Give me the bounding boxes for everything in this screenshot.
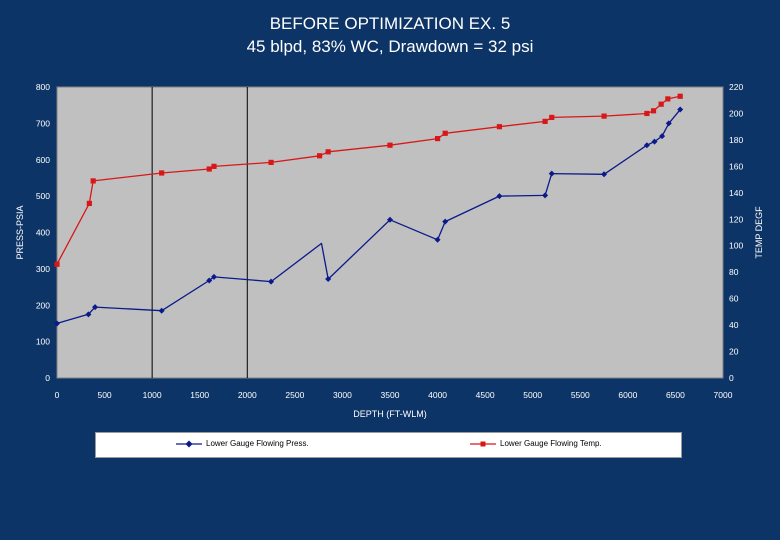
y2-tick-label: 60 <box>729 294 739 304</box>
x-tick-label: 500 <box>97 390 111 400</box>
y2-tick-label: 120 <box>729 214 743 224</box>
data-point-pressure <box>548 170 555 177</box>
data-point-temperature <box>316 153 323 159</box>
x-tick-label: 3000 <box>333 390 352 400</box>
x-tick-label: 6000 <box>618 390 637 400</box>
data-point-pressure <box>325 276 332 283</box>
data-point-temperature <box>387 142 393 148</box>
data-point-pressure <box>542 192 549 199</box>
data-point-pressure <box>268 278 275 285</box>
data-point-pressure <box>643 142 650 149</box>
chart-subtitle: 45 blpd, 83% WC, Drawdown = 32 psi <box>246 37 534 56</box>
data-point-pressure <box>206 277 213 284</box>
legend-swatch-pressure <box>176 440 202 448</box>
data-point-temperature <box>268 159 274 165</box>
y-tick-label: 0 <box>45 373 50 383</box>
x-tick-label: 0 <box>55 390 60 400</box>
y2-tick-label: 180 <box>729 135 743 145</box>
legend-label-temperature: Lower Gauge Flowing Temp. <box>500 439 602 448</box>
data-point-temperature <box>677 93 683 99</box>
y2-tick-label: 100 <box>729 241 743 251</box>
y2-tick-label: 200 <box>729 108 743 118</box>
data-point-temperature <box>90 178 96 184</box>
data-point-temperature <box>644 110 650 117</box>
data-point-pressure <box>442 218 449 225</box>
y2-tick-label: 80 <box>729 267 739 277</box>
data-point-temperature <box>54 261 60 267</box>
legend: Lower Gauge Flowing Press. Lower Gauge F… <box>95 432 682 458</box>
data-point-temperature <box>442 130 448 136</box>
data-point-temperature <box>665 96 671 102</box>
data-point-temperature <box>86 200 92 206</box>
data-point-pressure <box>85 311 92 318</box>
data-point-temperature <box>211 163 217 169</box>
y-axis-label: PRESS-PSIA <box>15 205 25 259</box>
data-point-temperature <box>159 170 165 176</box>
plot-area <box>56 86 724 379</box>
data-point-pressure <box>158 307 165 314</box>
x-tick-label: 4000 <box>428 390 447 400</box>
x-tick-label: 5000 <box>523 390 542 400</box>
y-tick-label: 400 <box>36 228 50 238</box>
data-point-temperature <box>601 113 607 119</box>
data-point-temperature <box>650 108 657 114</box>
y2-axis-label: TEMP DEGF <box>754 206 764 259</box>
x-tick-label: 7000 <box>714 390 733 400</box>
y2-tick-label: 20 <box>729 347 739 357</box>
y2-tick-label: 160 <box>729 161 743 171</box>
x-tick-label: 3500 <box>381 390 400 400</box>
data-point-pressure <box>387 216 393 223</box>
data-point-pressure <box>659 133 666 140</box>
data-point-pressure <box>601 171 608 178</box>
x-tick-label: 6500 <box>666 390 685 400</box>
data-point-temperature <box>549 114 555 121</box>
data-point-pressure <box>496 193 503 200</box>
data-point-pressure <box>651 138 658 145</box>
x-tick-label: 2500 <box>285 390 304 400</box>
x-axis-label: DEPTH (FT-WLM) <box>353 409 427 419</box>
y-tick-label: 800 <box>36 82 50 92</box>
x-tick-label: 1000 <box>143 390 162 400</box>
y-tick-label: 100 <box>36 337 50 347</box>
legend-label-pressure: Lower Gauge Flowing Press. <box>206 439 309 448</box>
data-point-pressure <box>434 236 441 243</box>
x-tick-label: 4500 <box>476 390 495 400</box>
data-point-temperature <box>206 166 212 172</box>
x-tick-label: 2000 <box>238 390 257 400</box>
data-point-temperature <box>496 124 503 130</box>
chart-title: BEFORE OPTIMIZATION EX. 5 <box>269 14 511 33</box>
y2-tick-label: 0 <box>729 373 734 383</box>
y-tick-label: 600 <box>36 155 50 165</box>
legend-swatch-temperature <box>470 441 496 447</box>
y-tick-label: 500 <box>36 191 50 201</box>
y2-tick-label: 140 <box>729 188 743 198</box>
data-point-pressure <box>665 120 672 127</box>
data-point-temperature <box>658 101 664 107</box>
y-tick-label: 300 <box>36 264 50 274</box>
data-point-temperature <box>325 149 331 155</box>
x-tick-label: 1500 <box>190 390 209 400</box>
data-point-pressure <box>210 273 217 280</box>
x-tick-label: 5500 <box>571 390 590 400</box>
y-tick-label: 700 <box>36 118 50 128</box>
data-point-temperature <box>542 118 548 124</box>
y-tick-label: 200 <box>36 300 50 310</box>
data-point-pressure <box>677 106 684 113</box>
y2-tick-label: 220 <box>729 82 743 92</box>
y2-tick-label: 40 <box>729 320 739 330</box>
data-point-temperature <box>434 135 441 142</box>
data-point-pressure <box>92 304 99 311</box>
data-point-pressure <box>54 320 60 327</box>
